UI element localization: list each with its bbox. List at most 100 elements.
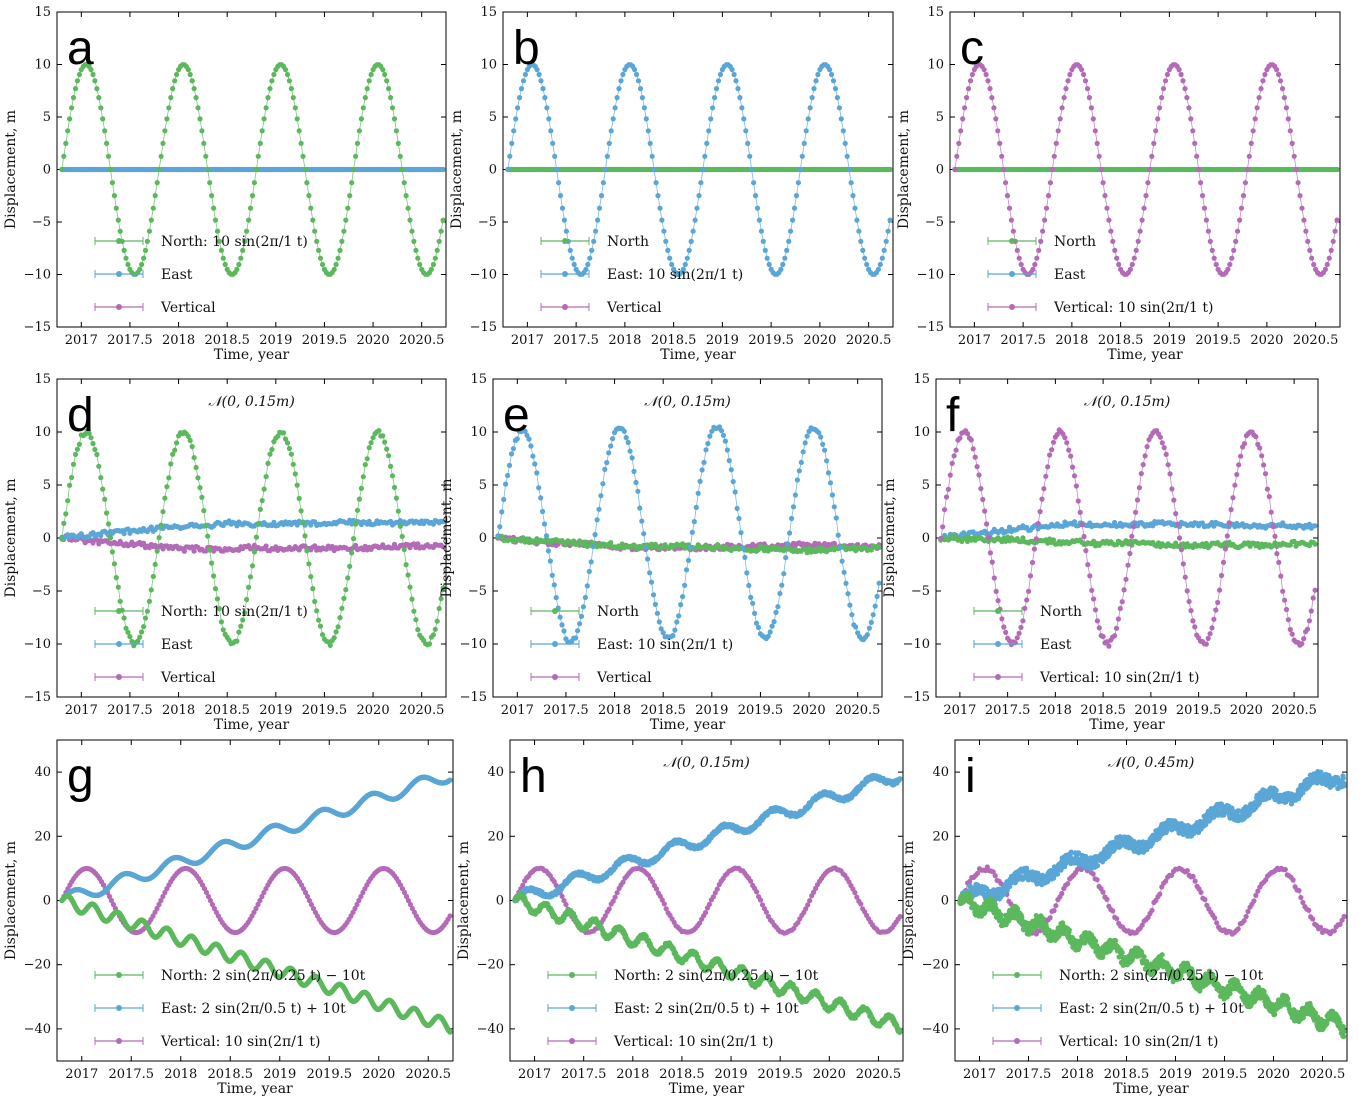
data-point-vertical (997, 140, 1003, 146)
legend-label-east: East: 10 sin(2π/1 t) (597, 637, 733, 653)
data-point-north (366, 445, 372, 451)
x-tick-label: 2019.5 (748, 333, 794, 348)
data-point-vertical (1137, 228, 1143, 234)
data-point-east (778, 266, 784, 272)
data-point-north (413, 617, 419, 623)
data-point-north (319, 261, 326, 268)
data-point-north (391, 116, 398, 122)
data-point-east (760, 238, 766, 244)
data-point-vertical (953, 447, 959, 453)
data-point-north (251, 180, 257, 186)
x-axis-label: Time, year (214, 347, 290, 363)
data-point-vertical (110, 901, 116, 908)
data-point-north (257, 140, 263, 146)
data-point-vertical (1131, 255, 1137, 261)
data-point-east (720, 432, 727, 438)
data-point-north (399, 166, 405, 173)
y-tick-label: 5 (43, 110, 51, 125)
data-point-east (552, 153, 558, 159)
data-point-vertical (1087, 573, 1093, 579)
data-point-vertical (1184, 95, 1190, 101)
data-point-north (242, 238, 248, 244)
plot-area (505, 62, 893, 277)
data-point-north (415, 627, 421, 633)
data-point-vertical (1198, 180, 1204, 186)
data-point-north (331, 635, 337, 641)
data-point-vertical (1244, 166, 1250, 173)
data-point-north (393, 128, 399, 134)
data-point-east (753, 620, 760, 626)
data-point-north (345, 205, 351, 211)
data-point-east (695, 490, 701, 496)
data-point-vertical (1203, 217, 1209, 223)
data-point-north (407, 217, 413, 223)
data-point-north (438, 596, 444, 602)
x-tick-label: 2017.5 (109, 1067, 155, 1082)
data-point-north (65, 498, 71, 504)
x-tick-label: 2018.5 (204, 703, 250, 718)
data-point-east (557, 193, 564, 199)
data-point-east (561, 217, 567, 223)
data-point-vertical (957, 435, 963, 441)
data-point-vertical (1238, 205, 1245, 211)
data-point-vertical (1173, 511, 1179, 517)
data-point-vertical (1039, 496, 1045, 502)
data-point-east (706, 128, 712, 134)
data-point-vertical (1252, 116, 1258, 122)
x-tick-label: 2020.5 (846, 333, 892, 348)
x-tick-label: 2017.5 (985, 703, 1031, 718)
data-point-north (236, 261, 242, 268)
data-point-vertical (1083, 548, 1089, 554)
data-point-vertical (1141, 205, 1147, 211)
x-tick-label: 2020.5 (1293, 333, 1339, 348)
data-point-vertical (1304, 626, 1311, 632)
y-tick-label: −5 (911, 584, 930, 599)
data-point-east (540, 508, 546, 515)
data-point-east (550, 140, 556, 146)
data-point-east (98, 533, 104, 539)
data-point-east (596, 506, 602, 512)
y-tick-label: 15 (913, 372, 930, 387)
y-tick-label: 15 (480, 5, 497, 20)
data-point-vertical (1049, 447, 1055, 453)
y-tick-label: 10 (34, 58, 51, 73)
data-point-vertical (1222, 546, 1228, 552)
data-point-vertical (1140, 462, 1146, 468)
data-point-north (360, 105, 366, 111)
data-point-vertical (1227, 261, 1233, 268)
data-point-east (841, 569, 847, 575)
data-point-north (76, 441, 82, 447)
data-point-vertical (1138, 471, 1144, 477)
data-point-vertical (947, 472, 953, 478)
y-tick-label: 0 (43, 163, 51, 178)
data-point-north (281, 430, 287, 436)
data-point-vertical (1091, 596, 1097, 602)
data-point-north (107, 166, 114, 173)
data-point-north (238, 255, 244, 261)
data-point-east (1112, 519, 1118, 526)
data-point-east (125, 526, 131, 532)
data-point-east (631, 468, 637, 474)
data-point-east (839, 558, 845, 564)
data-point-north (409, 228, 415, 234)
data-point-north (90, 71, 96, 78)
data-point-vertical (1032, 261, 1038, 268)
plot-area (59, 62, 446, 277)
data-point-north (168, 461, 174, 467)
data-point-vertical (108, 897, 114, 904)
data-point-vertical (1106, 643, 1112, 649)
data-point-east (578, 613, 585, 619)
data-point-north (308, 574, 314, 580)
y-tick-label: 10 (480, 58, 497, 73)
data-point-vertical (312, 543, 318, 549)
data-point-east (879, 255, 885, 261)
data-point-east (635, 78, 642, 84)
data-point-vertical (1257, 445, 1263, 451)
data-point-north (121, 247, 127, 253)
data-point-vertical (209, 901, 215, 908)
data-point-vertical (1151, 140, 1157, 146)
data-point-north (160, 509, 166, 515)
data-point-east (850, 193, 856, 199)
legend-label-north: North: 10 sin(2π/1 t) (161, 604, 308, 620)
data-point-vertical (1133, 247, 1139, 253)
